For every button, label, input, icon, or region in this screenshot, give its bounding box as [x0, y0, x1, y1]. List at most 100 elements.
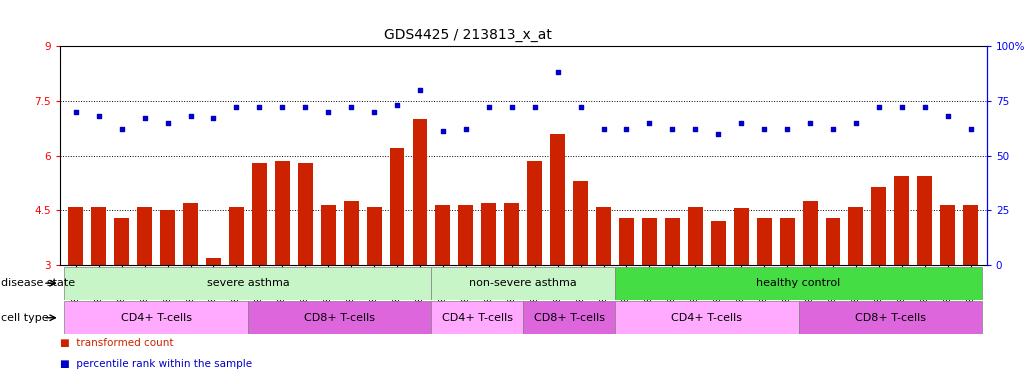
- Point: [251, 104, 268, 111]
- Bar: [183, 203, 198, 374]
- Bar: [688, 207, 702, 374]
- Point: [320, 109, 337, 115]
- Bar: [389, 148, 405, 374]
- Bar: [615, 301, 798, 334]
- Point: [388, 102, 405, 108]
- Point: [756, 126, 772, 132]
- Bar: [64, 301, 248, 334]
- Text: GDS4425 / 213813_x_at: GDS4425 / 213813_x_at: [384, 28, 552, 42]
- Point: [642, 120, 658, 126]
- Point: [870, 104, 887, 111]
- Point: [91, 113, 107, 119]
- Point: [481, 104, 497, 111]
- Bar: [432, 267, 615, 300]
- Bar: [137, 207, 152, 374]
- Bar: [527, 161, 542, 374]
- Bar: [918, 175, 932, 374]
- Bar: [344, 201, 358, 374]
- Bar: [711, 221, 726, 374]
- Point: [274, 104, 290, 111]
- Text: cell type: cell type: [1, 313, 48, 323]
- Text: CD4+ T-cells: CD4+ T-cells: [672, 313, 743, 323]
- Point: [573, 104, 589, 111]
- Text: CD8+ T-cells: CD8+ T-cells: [855, 313, 926, 323]
- Point: [618, 126, 634, 132]
- Bar: [92, 207, 106, 374]
- Bar: [798, 301, 983, 334]
- Bar: [252, 163, 267, 374]
- Text: ■  percentile rank within the sample: ■ percentile rank within the sample: [60, 359, 252, 369]
- Bar: [894, 175, 909, 374]
- Text: CD4+ T-cells: CD4+ T-cells: [442, 313, 513, 323]
- Text: CD4+ T-cells: CD4+ T-cells: [121, 313, 192, 323]
- Point: [917, 104, 933, 111]
- Bar: [733, 209, 749, 374]
- Bar: [596, 207, 611, 374]
- Bar: [757, 217, 771, 374]
- Bar: [615, 267, 983, 300]
- Bar: [780, 217, 794, 374]
- Bar: [826, 217, 840, 374]
- Point: [182, 113, 199, 119]
- Text: non-severe asthma: non-severe asthma: [470, 278, 577, 288]
- Point: [779, 126, 795, 132]
- Bar: [550, 134, 565, 374]
- Text: CD8+ T-cells: CD8+ T-cells: [534, 313, 605, 323]
- Text: disease state: disease state: [1, 278, 75, 288]
- Bar: [275, 161, 289, 374]
- Bar: [64, 267, 432, 300]
- Point: [412, 87, 428, 93]
- Point: [825, 126, 842, 132]
- Bar: [505, 203, 519, 374]
- Bar: [206, 258, 220, 374]
- Bar: [573, 181, 588, 374]
- Point: [68, 109, 84, 115]
- Point: [801, 120, 818, 126]
- Bar: [871, 187, 887, 374]
- Point: [687, 126, 703, 132]
- Bar: [436, 205, 450, 374]
- Text: severe asthma: severe asthma: [207, 278, 289, 288]
- Point: [229, 104, 245, 111]
- Point: [962, 126, 978, 132]
- Bar: [849, 207, 863, 374]
- Bar: [248, 301, 432, 334]
- Bar: [523, 301, 615, 334]
- Bar: [114, 217, 129, 374]
- Bar: [298, 163, 313, 374]
- Point: [113, 126, 130, 132]
- Point: [733, 120, 750, 126]
- Bar: [413, 119, 427, 374]
- Point: [160, 120, 176, 126]
- Point: [366, 109, 382, 115]
- Bar: [940, 205, 955, 374]
- Bar: [802, 201, 818, 374]
- Bar: [665, 217, 680, 374]
- Point: [435, 128, 451, 134]
- Point: [526, 104, 543, 111]
- Bar: [320, 205, 336, 374]
- Point: [205, 115, 221, 121]
- Bar: [458, 205, 474, 374]
- Point: [136, 115, 152, 121]
- Bar: [160, 210, 175, 374]
- Bar: [229, 207, 244, 374]
- Point: [848, 120, 864, 126]
- Bar: [963, 205, 978, 374]
- Point: [457, 126, 474, 132]
- Text: ■  transformed count: ■ transformed count: [60, 338, 173, 348]
- Text: healthy control: healthy control: [756, 278, 840, 288]
- Point: [595, 126, 612, 132]
- Point: [939, 113, 956, 119]
- Point: [664, 126, 681, 132]
- Bar: [432, 301, 523, 334]
- Text: CD8+ T-cells: CD8+ T-cells: [304, 313, 375, 323]
- Point: [710, 131, 726, 137]
- Bar: [619, 217, 633, 374]
- Bar: [68, 207, 83, 374]
- Point: [297, 104, 313, 111]
- Bar: [481, 203, 496, 374]
- Bar: [642, 217, 657, 374]
- Point: [504, 104, 520, 111]
- Point: [549, 69, 565, 75]
